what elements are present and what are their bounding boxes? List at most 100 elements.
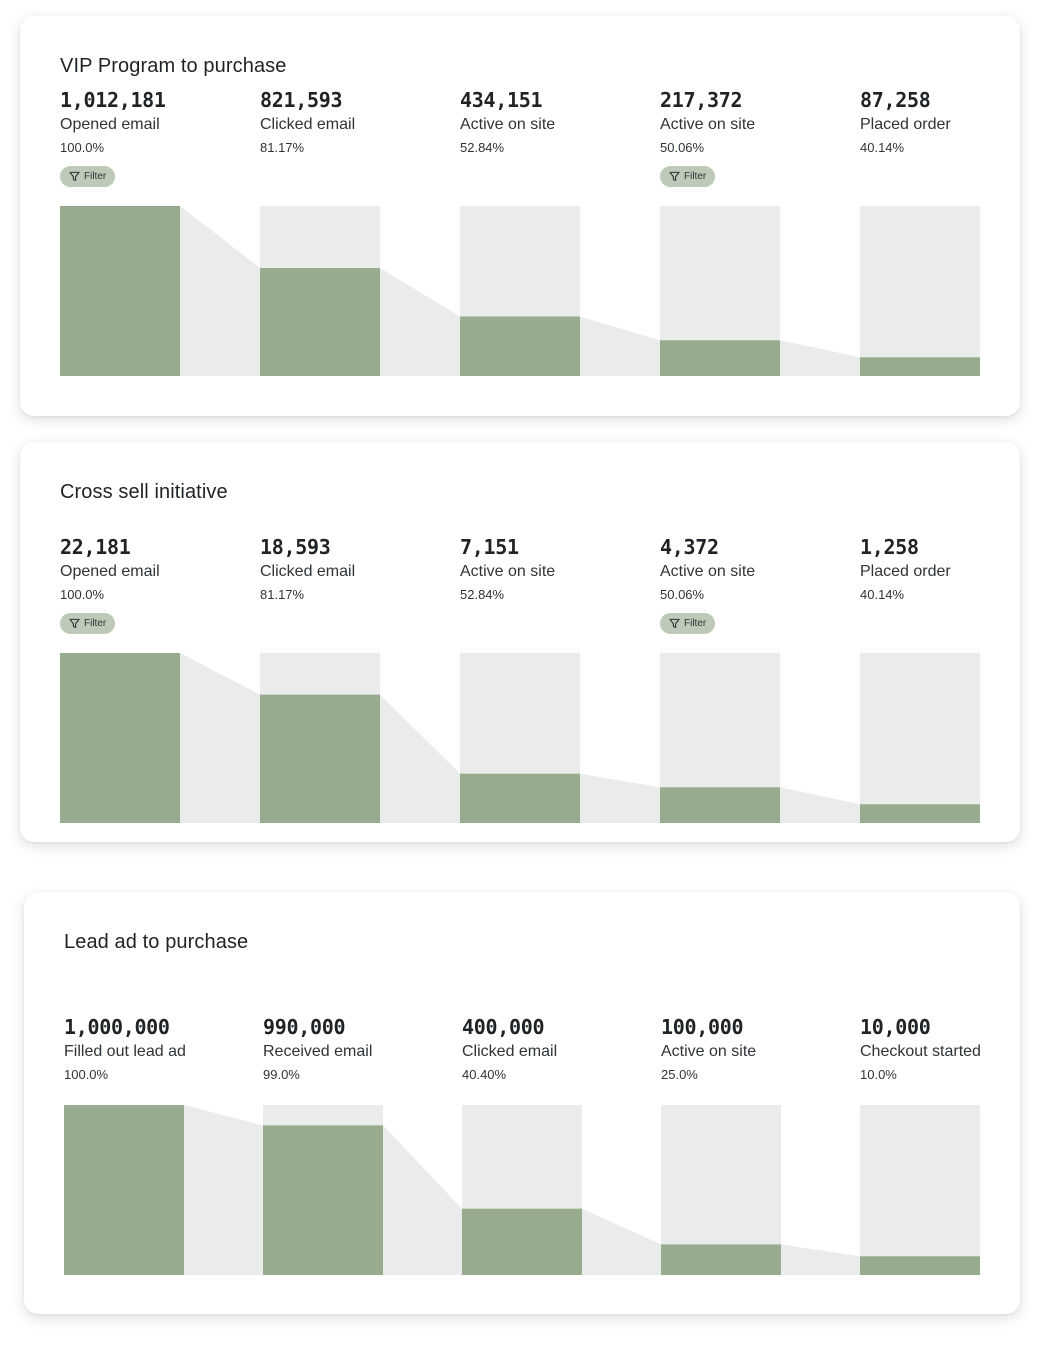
step-label: Clicked email: [462, 1043, 558, 1060]
step-count: 217,372: [660, 88, 743, 112]
step-percent: 100.0%: [64, 1067, 109, 1082]
step-count: 990,000: [263, 1015, 346, 1039]
step-label: Placed order: [860, 563, 951, 580]
step-label: Opened email: [60, 563, 160, 580]
bar-track: [860, 653, 980, 823]
step-percent: 25.0%: [661, 1067, 698, 1082]
step-label: Active on site: [660, 563, 756, 580]
card-title: Lead ad to purchase: [64, 931, 249, 953]
step-count: 821,593: [260, 88, 343, 112]
funnel-connector: [582, 1208, 661, 1275]
filter-funnel-icon: [669, 618, 680, 629]
funnel-bar[interactable]: [462, 1208, 582, 1275]
step-percent: 100.0%: [60, 587, 105, 602]
step-percent: 99.0%: [263, 1067, 300, 1082]
funnel-bar[interactable]: [660, 340, 780, 376]
funnel-step: 1,012,181 Opened email 100.0% Filter: [60, 88, 250, 187]
step-count: 434,151: [460, 88, 543, 112]
filter-funnel-icon: [669, 171, 680, 182]
step-percent: 52.84%: [460, 140, 505, 155]
step-percent: 81.17%: [260, 140, 305, 155]
step-count: 87,258: [860, 88, 931, 112]
funnel-step: 400,000 Clicked email 40.40%: [462, 1015, 652, 1083]
funnel-card-cross-sell: Cross sell initiative 22,181 Opened email…: [20, 442, 1020, 842]
step-label: Active on site: [460, 563, 556, 580]
step-count: 1,012,181: [60, 88, 166, 112]
step-percent: 52.84%: [460, 587, 505, 602]
step-label: Filled out lead ad: [64, 1043, 186, 1060]
step-label: Placed order: [860, 116, 951, 133]
funnel-connector: [580, 316, 660, 376]
funnel-step: 87,258 Placed order 40.14%: [860, 88, 1048, 156]
filter-button[interactable]: Filter: [60, 613, 116, 634]
step-label: Checkout started: [860, 1043, 981, 1060]
filter-button[interactable]: Filter: [660, 166, 716, 187]
step-count: 10,000: [860, 1015, 931, 1039]
step-label: Active on site: [660, 116, 756, 133]
funnel-bar[interactable]: [60, 206, 180, 376]
funnel-bar[interactable]: [460, 773, 580, 823]
step-count: 7,151: [460, 535, 519, 559]
step-percent: 50.06%: [660, 587, 705, 602]
filter-label: Filter: [84, 171, 107, 182]
funnel-connector: [184, 1105, 263, 1275]
step-count: 4,372: [660, 535, 719, 559]
bar-track: [860, 206, 980, 376]
step-label: Clicked email: [260, 116, 356, 133]
step-label: Opened email: [60, 116, 160, 133]
step-percent: 81.17%: [260, 587, 305, 602]
funnel-bar[interactable]: [860, 804, 980, 823]
funnel-step: 990,000 Received email 99.0%: [263, 1015, 453, 1083]
funnel-connector: [180, 206, 260, 376]
funnel-connector: [380, 268, 460, 376]
step-label: Received email: [263, 1043, 373, 1060]
filter-funnel-icon: [69, 618, 80, 629]
funnel-bar[interactable]: [860, 357, 980, 376]
funnel-card-lead-ad: Lead ad to purchase 1,000,000 Filled out …: [24, 892, 1020, 1314]
funnel-bar[interactable]: [64, 1105, 184, 1275]
funnel-connector: [383, 1125, 462, 1275]
funnel-connector: [780, 340, 860, 376]
step-percent: 40.14%: [860, 587, 905, 602]
funnel-connector: [180, 653, 260, 823]
funnel-step: 7,151 Active on site 52.84%: [460, 535, 650, 603]
funnel-bar[interactable]: [263, 1125, 383, 1275]
funnel-step: 1,258 Placed order 40.14%: [860, 535, 1048, 603]
filter-label: Filter: [684, 171, 707, 182]
step-label: Active on site: [460, 116, 556, 133]
step-label: Clicked email: [260, 563, 356, 580]
funnel-step: 1,000,000 Filled out lead ad 100.0%: [64, 1015, 254, 1083]
step-percent: 10.0%: [860, 1067, 897, 1082]
funnel-bar[interactable]: [860, 1256, 980, 1275]
step-count: 100,000: [661, 1015, 744, 1039]
filter-button[interactable]: Filter: [660, 613, 716, 634]
funnel-bar[interactable]: [260, 268, 380, 376]
funnel-step: 18,593 Clicked email 81.17%: [260, 535, 450, 603]
filter-label: Filter: [84, 618, 107, 629]
funnel-step: 4,372 Active on site 50.06% Filter: [660, 535, 850, 634]
funnel-bar[interactable]: [260, 694, 380, 823]
funnel-connector: [380, 694, 460, 823]
funnel-step: 10,000 Checkout started 10.0%: [860, 1015, 1048, 1083]
card-title: Cross sell initiative: [60, 481, 228, 503]
funnel-card-vip: VIP Program to purchase 1,012,181 Opened …: [20, 16, 1020, 416]
funnel-step: 821,593 Clicked email 81.17%: [260, 88, 450, 156]
funnel-bar[interactable]: [661, 1244, 781, 1275]
funnel-step: 434,151 Active on site 52.84%: [460, 88, 650, 156]
funnel-chart: [60, 206, 980, 376]
step-count: 1,000,000: [64, 1015, 170, 1039]
funnel-connector: [580, 773, 660, 823]
funnel-step: 22,181 Opened email 100.0% Filter: [60, 535, 250, 634]
funnel-chart: [60, 653, 980, 823]
filter-label: Filter: [684, 618, 707, 629]
card-title: VIP Program to purchase: [60, 55, 287, 77]
funnel-connector: [780, 787, 860, 823]
funnel-bar[interactable]: [460, 316, 580, 377]
step-percent: 40.14%: [860, 140, 905, 155]
step-count: 400,000: [462, 1015, 545, 1039]
funnel-bar[interactable]: [60, 653, 180, 823]
filter-button[interactable]: Filter: [60, 166, 116, 187]
step-count: 1,258: [860, 535, 919, 559]
funnel-bar[interactable]: [660, 787, 780, 823]
step-count: 18,593: [260, 535, 331, 559]
